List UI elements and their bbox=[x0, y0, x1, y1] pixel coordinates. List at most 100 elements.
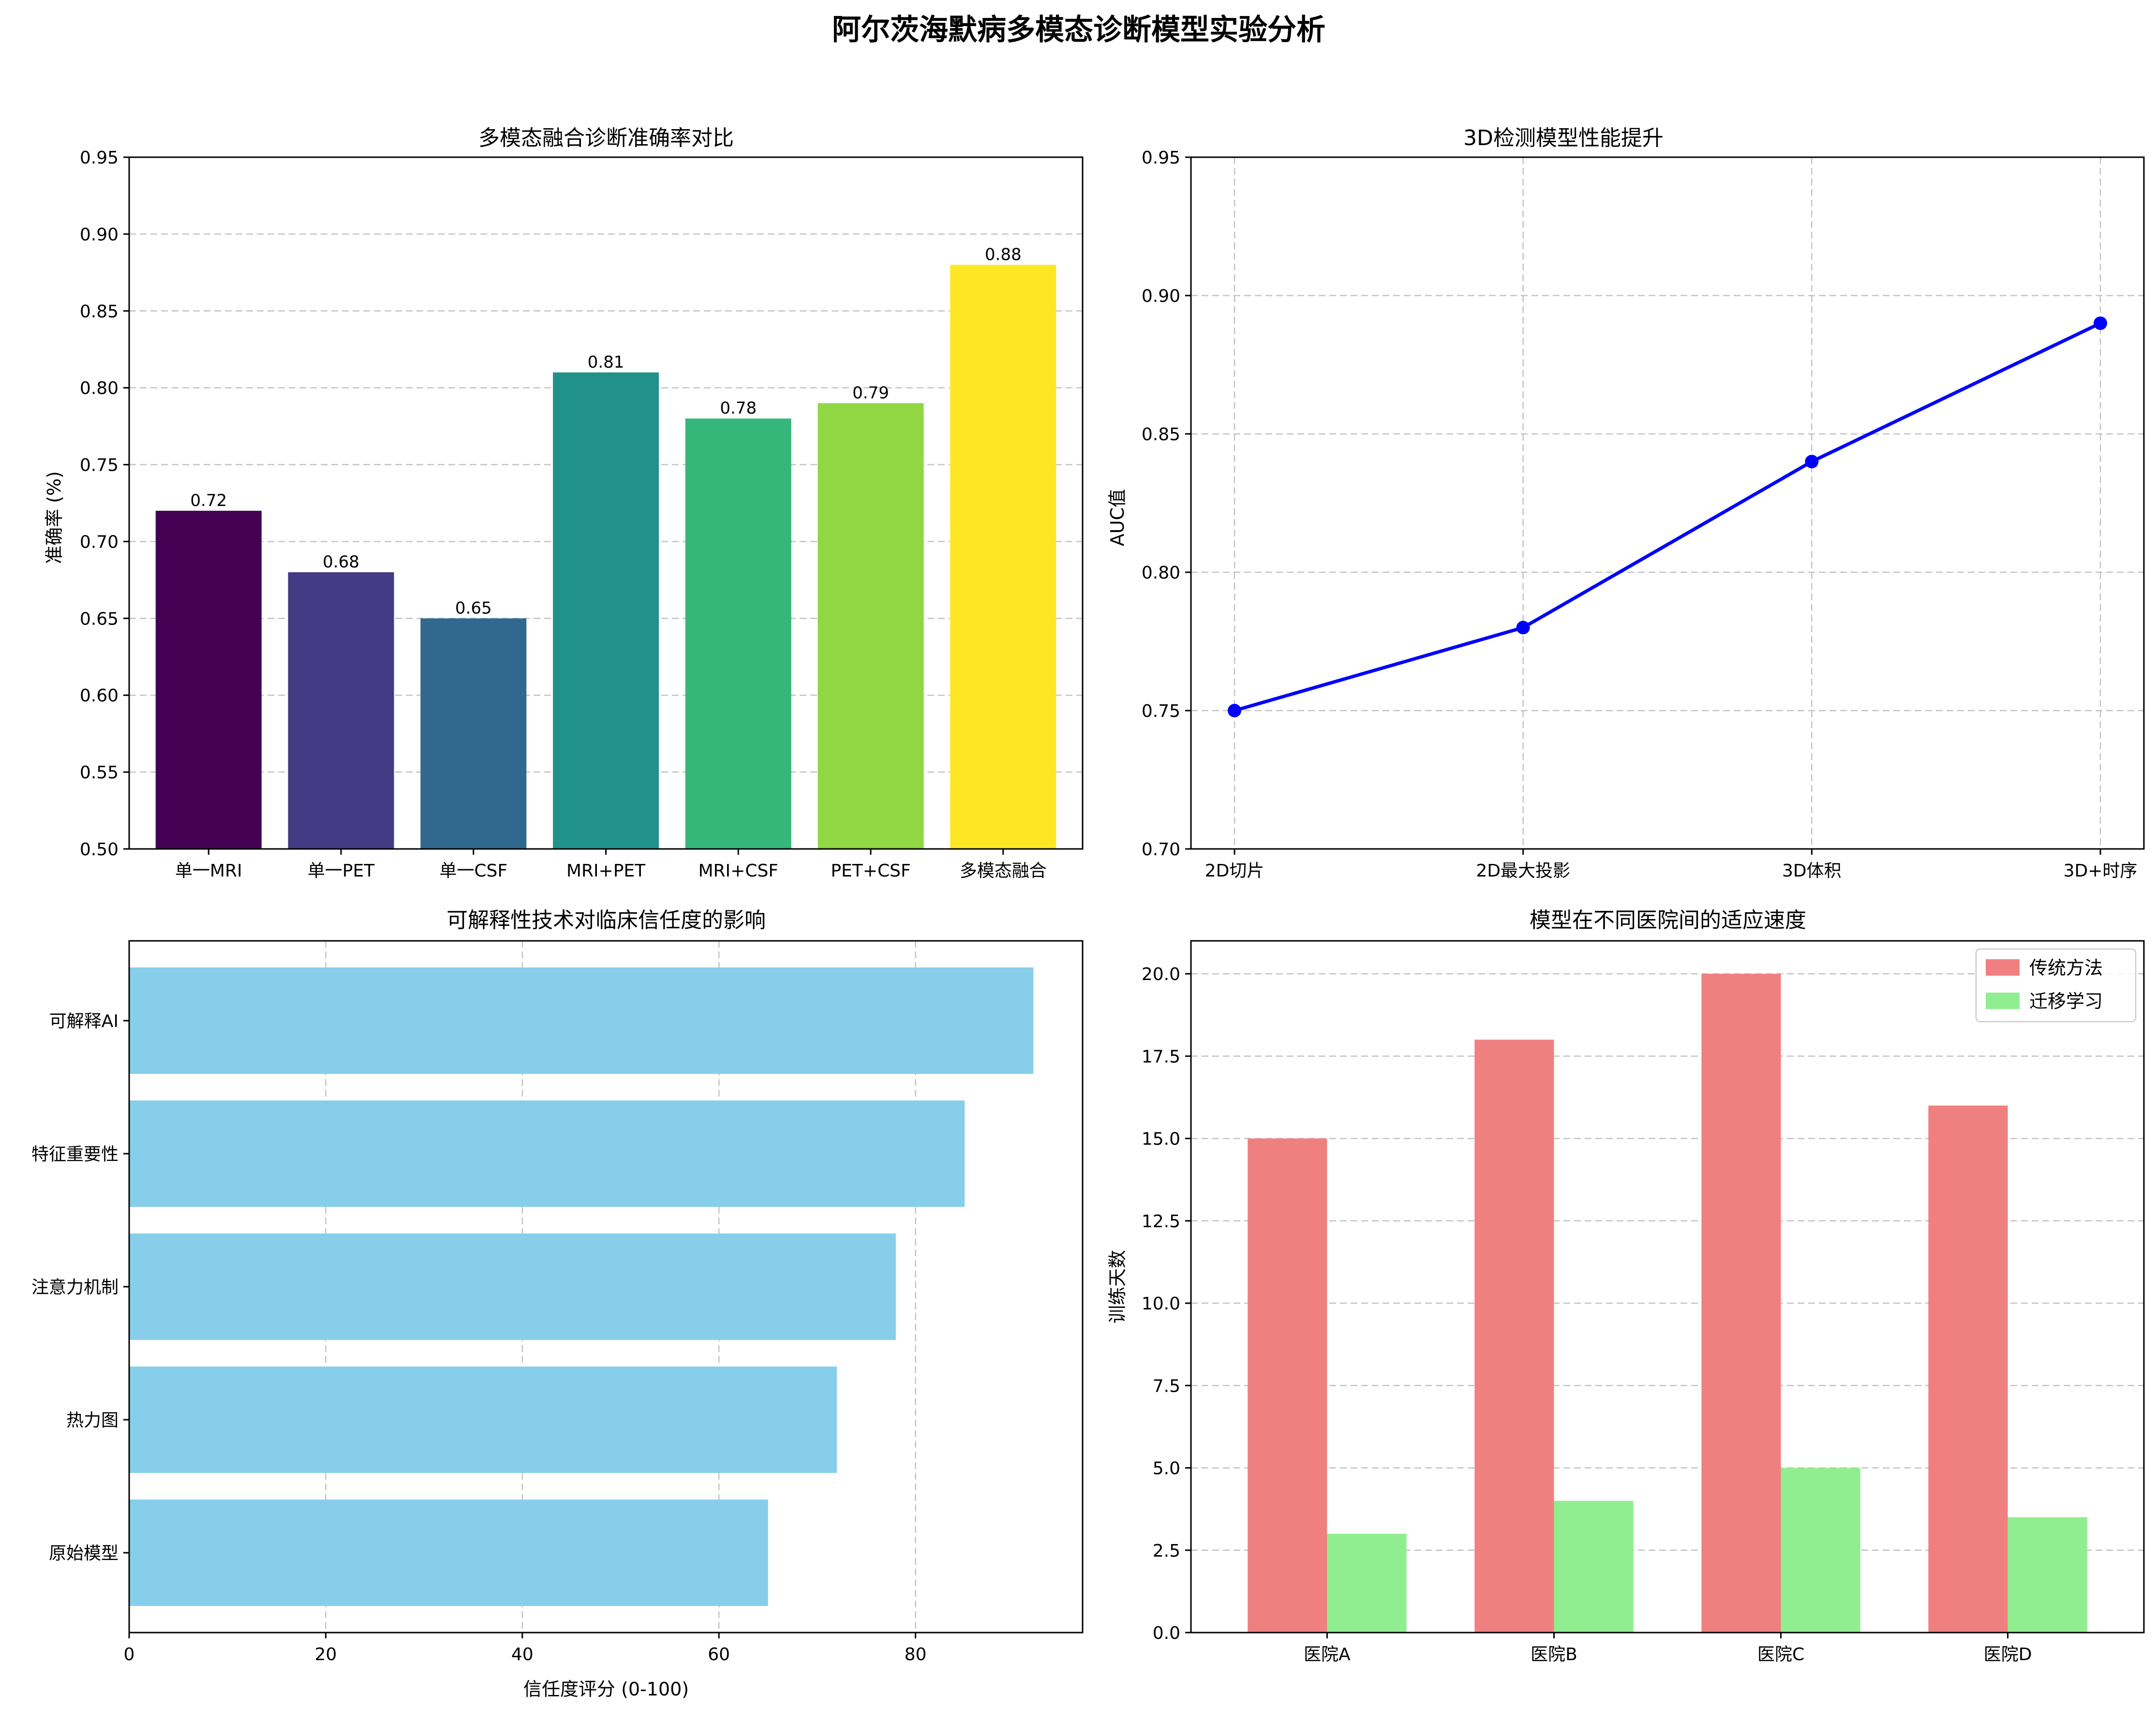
axes-frame bbox=[1190, 940, 2145, 1634]
x-tick-label: 60 bbox=[708, 1645, 730, 1664]
y-tick-label: 15.0 bbox=[1142, 1129, 1180, 1149]
auc-chart-title: 3D检测模型性能提升 bbox=[1463, 126, 1664, 150]
y-tick-label: 12.5 bbox=[1142, 1212, 1180, 1232]
y-tick-label: 0.90 bbox=[80, 225, 119, 245]
y-tick-label: 0.65 bbox=[80, 609, 119, 629]
x-tick-label: 医院C bbox=[1757, 1645, 1804, 1664]
trust-bar bbox=[129, 1500, 768, 1606]
trust-bar bbox=[129, 1367, 837, 1473]
bar bbox=[155, 510, 262, 849]
legend-swatch-transfer bbox=[1986, 993, 2020, 1009]
y-tick-label: 0.95 bbox=[1142, 148, 1180, 168]
x-tick-label: 40 bbox=[511, 1645, 534, 1664]
bar-traditional bbox=[1248, 1138, 1327, 1633]
x-tick-label: 2D切片 bbox=[1205, 861, 1264, 881]
bar-transfer bbox=[1327, 1533, 1407, 1633]
y-tick-label: 0.50 bbox=[80, 840, 119, 860]
auc-point bbox=[2094, 316, 2107, 330]
x-tick-label: 3D体积 bbox=[1782, 861, 1842, 881]
y-tick-label: 0.70 bbox=[1142, 840, 1180, 860]
y-tick-label: 0.55 bbox=[80, 763, 119, 783]
y-tick-label: 可解释AI bbox=[49, 1011, 119, 1031]
y-tick-label: 0.85 bbox=[1142, 425, 1180, 445]
y-tick-label: 注意力机制 bbox=[31, 1278, 119, 1297]
y-tick-label: 0.75 bbox=[1142, 701, 1180, 721]
y-tick-label: 17.5 bbox=[1142, 1047, 1180, 1067]
x-tick-label: 0 bbox=[124, 1645, 135, 1664]
trust-chart-title: 可解释性技术对临床信任度的影响 bbox=[446, 908, 766, 933]
y-tick-label: 0.80 bbox=[1142, 563, 1180, 583]
figure-title: 阿尔茨海默病多模态诊断模型实验分析 bbox=[832, 13, 1325, 47]
x-tick-label: 80 bbox=[905, 1645, 927, 1664]
adaptation-legend: 传统方法 迁移学习 bbox=[1975, 948, 2137, 1023]
x-tick-label: 医院B bbox=[1531, 1645, 1577, 1664]
legend-swatch-traditional bbox=[1986, 959, 2020, 976]
trust-bar bbox=[129, 967, 1034, 1074]
x-tick-label: PET+CSF bbox=[831, 861, 910, 881]
y-tick-label: 10.0 bbox=[1142, 1294, 1180, 1314]
bar bbox=[420, 618, 527, 849]
bar-transfer bbox=[2007, 1517, 2087, 1633]
x-tick-label: 单一MRI bbox=[175, 861, 242, 881]
adaptation-grouped-bar-chart: 模型在不同医院间的适应速度 训练天数 0.0 2.5 5.0 7.5 10.0 12.5 1… bbox=[1107, 908, 2145, 1664]
trust-barh-chart: 可解释性技术对临床信任度的影响 信任度评分 (0-100) 0 20 40 60 80 可… bbox=[31, 908, 1084, 1700]
axes-frame bbox=[128, 156, 1084, 850]
y-tick-label: 0.85 bbox=[80, 302, 119, 322]
x-tick-label: 多模态融合 bbox=[960, 861, 1047, 881]
y-tick-label: 7.5 bbox=[1153, 1376, 1180, 1396]
bar-value-label: 0.65 bbox=[455, 598, 492, 618]
y-tick-label: 原始模型 bbox=[49, 1544, 119, 1563]
legend-label-traditional: 传统方法 bbox=[2029, 957, 2103, 979]
y-tick-label: 2.5 bbox=[1153, 1541, 1180, 1561]
axes-frame bbox=[128, 940, 1084, 1634]
y-tick-label: 0.80 bbox=[80, 379, 119, 399]
bar bbox=[553, 372, 659, 849]
y-tick-label: 0.95 bbox=[80, 148, 119, 168]
x-tick-label: 2D最大投影 bbox=[1476, 861, 1570, 881]
x-tick-label: 医院A bbox=[1304, 1645, 1351, 1664]
bar-value-label: 0.88 bbox=[985, 245, 1022, 264]
bar bbox=[685, 418, 791, 849]
y-tick-label: 0.70 bbox=[80, 532, 119, 552]
trust-bar bbox=[129, 1100, 965, 1207]
bar-value-label: 0.72 bbox=[190, 491, 227, 510]
bar-traditional bbox=[1701, 974, 1781, 1633]
bar-value-label: 0.78 bbox=[720, 399, 757, 418]
bar bbox=[950, 265, 1056, 849]
y-tick-label: 20.0 bbox=[1142, 965, 1180, 984]
x-tick-label: 单一CSF bbox=[439, 861, 507, 881]
auc-point bbox=[1805, 455, 1819, 469]
trust-bar bbox=[129, 1233, 896, 1340]
x-tick-label: 20 bbox=[314, 1645, 337, 1664]
y-tick-label: 0.60 bbox=[80, 686, 119, 706]
x-tick-label: 医院D bbox=[1984, 1645, 2032, 1664]
bar-value-label: 0.68 bbox=[323, 552, 359, 572]
x-tick-label: MRI+PET bbox=[566, 861, 646, 881]
bar-value-label: 0.79 bbox=[852, 383, 889, 402]
x-tick-label: 单一PET bbox=[308, 861, 375, 881]
y-tick-label: 0.75 bbox=[80, 456, 119, 476]
axes-frame bbox=[1190, 156, 2145, 850]
accuracy-chart-title: 多模态融合诊断准确率对比 bbox=[478, 126, 734, 150]
auc-point bbox=[1228, 704, 1241, 717]
bar-value-label: 0.81 bbox=[588, 353, 624, 372]
adaptation-y-axis-label: 训练天数 bbox=[1107, 1250, 1128, 1323]
bar-traditional bbox=[1928, 1105, 2008, 1633]
auc-y-axis-label: AUC值 bbox=[1107, 489, 1128, 546]
y-tick-label: 热力图 bbox=[66, 1411, 119, 1430]
y-tick-label: 特征重要性 bbox=[31, 1144, 119, 1164]
auc-line-chart: 3D检测模型性能提升 AUC值 0.70 0.75 0.80 0.85 0.90 0.95… bbox=[1107, 126, 2145, 881]
accuracy-y-axis-label: 准确率 (%) bbox=[44, 471, 65, 564]
auc-series-line bbox=[1234, 322, 2101, 713]
legend-label-transfer: 迁移学习 bbox=[2029, 991, 2103, 1012]
y-tick-label: 5.0 bbox=[1153, 1459, 1180, 1479]
auc-point bbox=[1516, 621, 1530, 635]
accuracy-bar-chart: 多模态融合诊断准确率对比 准确率 (%) 0.50 0.55 0.60 0.65 0.7… bbox=[44, 126, 1084, 881]
trust-x-axis-label: 信任度评分 (0-100) bbox=[523, 1679, 689, 1700]
bar bbox=[288, 572, 394, 849]
bar-traditional bbox=[1474, 1040, 1554, 1633]
bar bbox=[818, 403, 924, 849]
x-tick-label: 3D+时序 bbox=[2064, 861, 2138, 881]
bar-transfer bbox=[1781, 1468, 1860, 1633]
